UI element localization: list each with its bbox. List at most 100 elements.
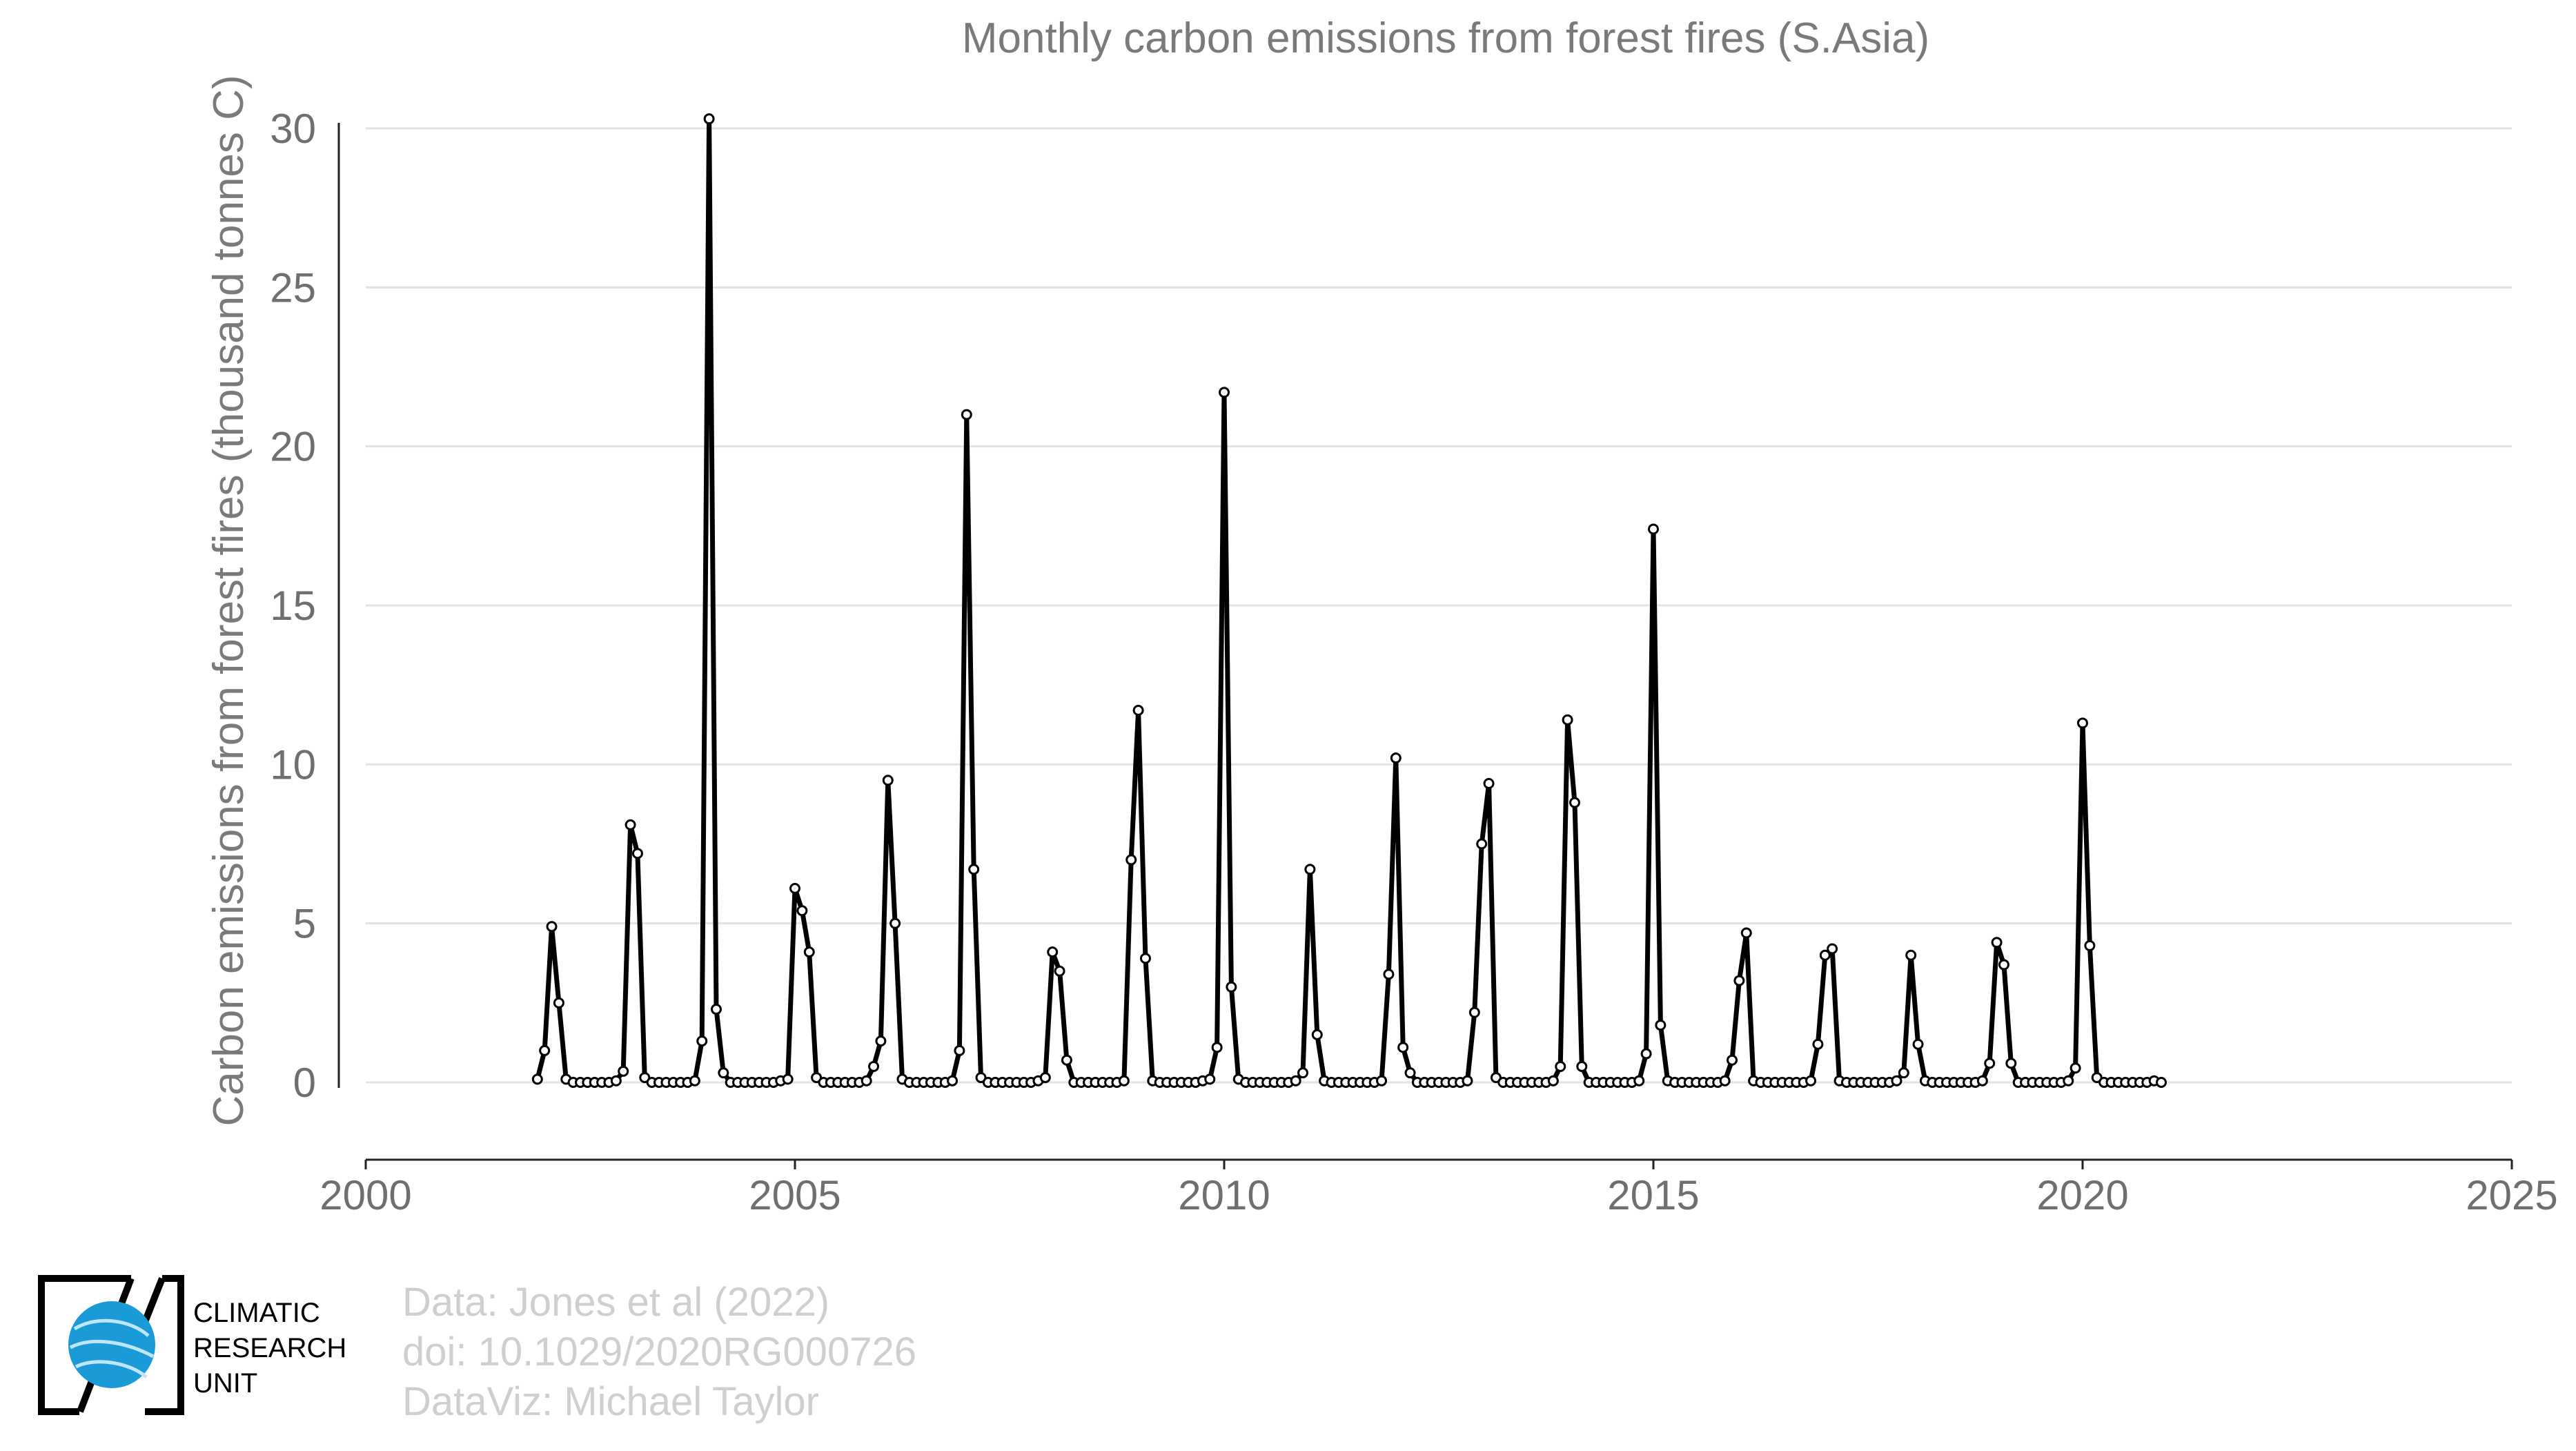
data-point <box>1912 1038 1924 1050</box>
y-axis-label: Carbon emissions from forest fires (thou… <box>205 75 253 1126</box>
data-point <box>1376 1075 1388 1087</box>
data-point <box>1740 927 1752 939</box>
data-point <box>1819 949 1831 961</box>
data-point <box>882 775 894 786</box>
data-point <box>1311 1029 1323 1040</box>
data-point <box>1383 968 1395 980</box>
logo-line-unit: UNIT <box>193 1368 257 1399</box>
data-point <box>947 1075 958 1087</box>
x-tick-label: 2005 <box>749 1172 840 1218</box>
gridlines <box>366 127 2512 1084</box>
data-point <box>968 864 980 875</box>
chart-title: Monthly carbon emissions from forest fir… <box>962 14 1929 62</box>
data-point <box>553 997 564 1009</box>
data-point <box>1719 1075 1731 1087</box>
data-point <box>2156 1077 2167 1088</box>
credit-doi: doi: 10.1029/2020RG000726 <box>402 1330 916 1374</box>
logo-line-climatic: CLIMATIC <box>193 1298 320 1328</box>
data-point <box>625 819 636 830</box>
series-polyline <box>535 116 2162 1085</box>
data-point <box>868 1060 880 1072</box>
logo-line-research: RESEARCH <box>193 1333 346 1363</box>
data-point <box>1397 1042 1409 1053</box>
data-point <box>789 882 800 894</box>
data-point <box>1576 1060 1588 1072</box>
data-point <box>1898 1067 1909 1079</box>
data-point <box>1204 1073 1216 1085</box>
data-point <box>782 1073 794 1085</box>
data-point <box>1727 1054 1738 1066</box>
data-point <box>1733 975 1745 986</box>
data-point <box>1118 1075 1130 1087</box>
data-point <box>689 1075 700 1087</box>
data-point <box>1547 1075 1559 1087</box>
data-point <box>2069 1062 2081 1074</box>
data-point <box>539 1044 551 1056</box>
data-point <box>1648 523 1659 535</box>
data-point <box>1219 387 1230 398</box>
y-tick-label: 5 <box>293 901 316 947</box>
data-point <box>803 946 815 958</box>
data-point <box>796 905 808 917</box>
data-point <box>1891 1075 1902 1087</box>
data-point <box>861 1075 872 1087</box>
data-point <box>610 1075 622 1087</box>
data-point <box>1805 1075 1817 1087</box>
data-point <box>1998 959 2009 971</box>
data-point <box>1468 1006 1480 1018</box>
logo-frame <box>38 1275 184 1415</box>
x-tick-label: 2000 <box>319 1172 411 1218</box>
y-tick-label: 20 <box>270 424 316 470</box>
x-tick-label: 2025 <box>2466 1172 2557 1218</box>
data-point <box>696 1035 708 1047</box>
data-point <box>1562 714 1573 726</box>
data-point <box>1827 943 1838 955</box>
credit-data-source: Data: Jones et al (2022) <box>402 1280 829 1325</box>
credit-dataviz: DataViz: Michael Taylor <box>402 1379 819 1424</box>
data-point <box>1462 1075 1473 1087</box>
data-point <box>1211 1042 1223 1053</box>
data-point <box>718 1067 729 1079</box>
data-point <box>1061 1054 1072 1066</box>
y-tick-label: 30 <box>270 106 316 152</box>
data-point <box>1812 1038 1824 1050</box>
data-point <box>1290 1075 1301 1087</box>
data-point <box>1132 705 1144 717</box>
data-point <box>1054 965 1065 977</box>
y-tick-label: 15 <box>270 583 316 629</box>
data-point <box>1304 864 1316 875</box>
x-tick-label: 2020 <box>2036 1172 2128 1218</box>
data-point <box>1569 797 1580 808</box>
data-point <box>2063 1075 2074 1087</box>
data-point <box>1984 1058 1996 1069</box>
y-tick-label: 0 <box>293 1060 316 1106</box>
data-point <box>631 848 643 859</box>
data-point <box>1905 949 1917 961</box>
data-point <box>2005 1058 2017 1069</box>
logo-slash-2 <box>141 1277 166 1323</box>
data-point <box>710 1004 722 1015</box>
y-tick-label: 10 <box>270 741 316 788</box>
data-point <box>1039 1072 1051 1084</box>
data-point <box>1404 1067 1416 1079</box>
data-point <box>1139 953 1151 964</box>
x-axis-ticks: 2000 2005 2010 2015 2020 2025 <box>319 1160 2558 1218</box>
data-point <box>546 921 558 933</box>
data-point <box>875 1035 887 1047</box>
data-point <box>1483 777 1495 789</box>
data-point <box>1633 1075 1645 1087</box>
data-point <box>954 1044 965 1056</box>
data-point <box>1390 752 1402 764</box>
cru-logo: CLIMATIC RESEARCH UNIT <box>38 1275 346 1415</box>
data-point <box>531 1073 543 1085</box>
data-point <box>1047 946 1059 958</box>
data-point <box>1297 1067 1309 1079</box>
data-point <box>1655 1020 1666 1031</box>
data-point <box>2077 717 2088 729</box>
y-axis-ticks: 0 5 10 15 20 25 30 <box>270 106 340 1106</box>
data-point <box>1640 1048 1652 1060</box>
data-point <box>703 113 715 125</box>
data-point <box>1125 854 1137 866</box>
y-tick-label: 25 <box>270 264 316 311</box>
